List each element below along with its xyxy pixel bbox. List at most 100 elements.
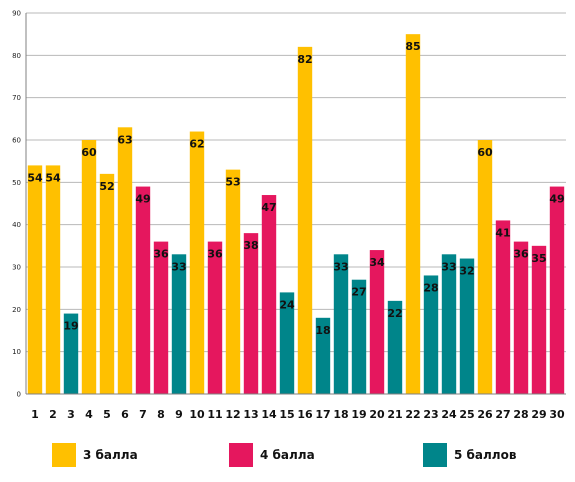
y-tick-label: 20 <box>12 306 21 314</box>
x-tick-label: 4 <box>85 408 93 421</box>
x-tick-label: 27 <box>495 408 510 421</box>
bar <box>423 275 439 394</box>
bar <box>225 169 241 394</box>
bar <box>261 195 277 394</box>
data-label: 18 <box>315 324 330 337</box>
data-label: 22 <box>387 307 402 320</box>
x-tick-label: 18 <box>333 408 348 421</box>
x-tick-label: 7 <box>139 408 147 421</box>
y-tick-label: 60 <box>12 137 21 145</box>
data-label: 62 <box>189 138 204 151</box>
y-tick-label: 0 <box>17 391 21 399</box>
bar <box>99 173 115 394</box>
bar <box>117 127 133 395</box>
data-labels: 54 54196052634936336236533847248218332734… <box>27 40 564 337</box>
x-tick-label: 13 <box>243 408 258 421</box>
bar <box>315 317 331 394</box>
data-label: 32 <box>459 265 474 278</box>
legend-swatch-4 <box>229 443 253 467</box>
legend-swatch-3 <box>52 443 76 467</box>
x-tick-label: 9 <box>175 408 183 421</box>
data-label: 38 <box>243 239 258 252</box>
x-tick-label: 14 <box>261 408 277 421</box>
x-tick-label: 25 <box>459 408 474 421</box>
legend-item-4: 4 балла <box>229 443 315 467</box>
x-tick-label: 28 <box>513 408 528 421</box>
bar <box>153 241 169 394</box>
bar <box>207 241 223 394</box>
x-tick-label: 1 <box>31 408 39 421</box>
data-label: 60 <box>477 146 493 159</box>
data-label: 28 <box>423 281 438 294</box>
data-label: 34 <box>369 256 385 269</box>
bar <box>405 34 421 395</box>
y-tick-label: 40 <box>12 221 21 229</box>
data-label: 53 <box>225 176 240 189</box>
y-tick-label: 50 <box>12 179 21 187</box>
legend-label-3: 3 балла <box>83 448 138 462</box>
x-tick-label: 6 <box>121 408 129 421</box>
x-tick-label: 8 <box>157 408 165 421</box>
bar <box>477 140 493 394</box>
bar <box>45 165 61 394</box>
x-tick-label: 2 <box>49 408 57 421</box>
x-tick-label: 30 <box>549 408 565 421</box>
data-label: 54 <box>45 171 61 184</box>
data-label: 85 <box>405 40 420 53</box>
y-axis-ticks: 0 10 20 30 40 50 60 70 80 90 <box>12 10 21 399</box>
data-label: 33 <box>171 260 186 273</box>
y-tick-label: 30 <box>12 264 21 272</box>
data-label: 63 <box>117 133 132 146</box>
bar <box>513 241 529 394</box>
data-label: 33 <box>441 260 456 273</box>
bar <box>81 140 97 394</box>
bar <box>387 300 403 394</box>
x-tick-label: 29 <box>531 408 546 421</box>
bar <box>351 279 367 394</box>
y-tick-label: 80 <box>12 52 21 60</box>
bar <box>279 292 295 394</box>
legend-item-3: 3 балла <box>52 443 138 467</box>
x-tick-label: 15 <box>279 408 294 421</box>
bar <box>333 254 349 394</box>
bar <box>243 233 259 394</box>
x-tick-label: 16 <box>297 408 313 421</box>
legend-item-5: 5 баллов <box>423 443 516 467</box>
bar <box>189 131 205 395</box>
x-tick-label: 3 <box>67 408 75 421</box>
x-tick-label: 11 <box>207 408 222 421</box>
data-label: 36 <box>153 248 169 261</box>
bar <box>171 254 187 394</box>
bar <box>441 254 457 394</box>
data-label: 33 <box>333 260 348 273</box>
x-tick-label: 20 <box>369 408 385 421</box>
bar <box>549 186 565 394</box>
y-tick-label: 70 <box>12 94 21 102</box>
data-label: 35 <box>531 252 546 265</box>
data-label: 19 <box>63 320 78 333</box>
bar <box>135 186 151 394</box>
x-tick-label: 10 <box>189 408 205 421</box>
data-label: 36 <box>513 248 529 261</box>
data-label: 47 <box>261 201 276 214</box>
bars <box>27 34 565 395</box>
data-label: 82 <box>297 53 312 66</box>
x-tick-label: 22 <box>405 408 420 421</box>
data-label: 52 <box>99 180 114 193</box>
data-label: 36 <box>207 248 223 261</box>
x-tick-label: 21 <box>387 408 402 421</box>
legend-swatch-5 <box>423 443 447 467</box>
x-axis-ticks: 1 2 3 4 5 6 7 8 9 10 11 12 13 14 15 16 17 18 19 20 21 22 23 24 2… <box>31 408 565 421</box>
bar <box>459 258 475 394</box>
data-label: 27 <box>351 286 366 299</box>
legend-label-4: 4 балла <box>260 448 315 462</box>
x-tick-label: 17 <box>315 408 330 421</box>
x-tick-label: 24 <box>441 408 457 421</box>
bar <box>297 46 313 394</box>
bar <box>63 313 79 394</box>
y-tick-label: 90 <box>12 10 21 18</box>
data-label: 49 <box>549 193 564 206</box>
y-tick-label: 10 <box>12 348 21 356</box>
x-tick-label: 12 <box>225 408 240 421</box>
